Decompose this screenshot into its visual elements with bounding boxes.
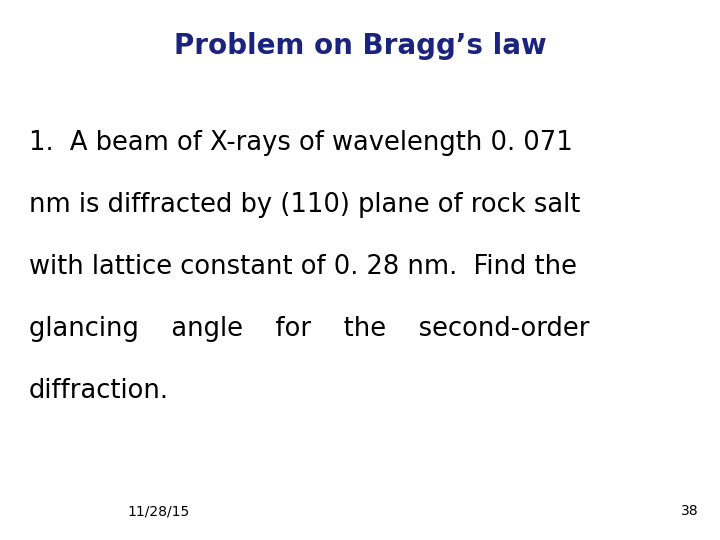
- Text: diffraction.: diffraction.: [29, 378, 168, 404]
- Text: Problem on Bragg’s law: Problem on Bragg’s law: [174, 32, 546, 60]
- Text: nm is diffracted by (110) plane of rock salt: nm is diffracted by (110) plane of rock …: [29, 192, 580, 218]
- Text: 1.  A beam of X-rays of wavelength 0. 071: 1. A beam of X-rays of wavelength 0. 071: [29, 130, 572, 156]
- Text: with lattice constant of 0. 28 nm.  Find the: with lattice constant of 0. 28 nm. Find …: [29, 254, 577, 280]
- Text: 38: 38: [681, 504, 698, 518]
- Text: 11/28/15: 11/28/15: [127, 504, 189, 518]
- Text: glancing    angle    for    the    second-order: glancing angle for the second-order: [29, 316, 589, 342]
